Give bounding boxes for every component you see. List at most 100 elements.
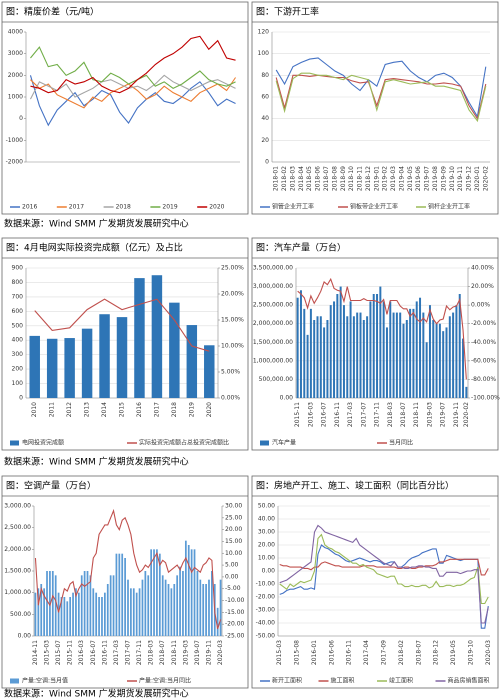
bar — [132, 588, 135, 636]
bar — [208, 579, 210, 636]
y-tick-label: 40 — [261, 115, 269, 122]
x-tick-label: 2016-11 — [334, 402, 341, 427]
y-tick-label: 4000 — [8, 29, 23, 36]
y-tick-label: 400 — [12, 337, 24, 344]
y-tick-label: 0.00% — [221, 395, 240, 402]
y-tick-label: 1,500.00 — [4, 568, 31, 575]
legend-label: 2019 — [162, 204, 177, 211]
bar — [116, 317, 128, 398]
x-tick-label: 2019-02 — [382, 166, 389, 191]
bar — [392, 312, 395, 398]
y-tick-label: 50.00 — [258, 503, 275, 510]
bar — [333, 301, 336, 398]
bar — [164, 579, 167, 636]
bar — [64, 338, 75, 398]
bar — [372, 294, 375, 398]
x-tick-label: 2019-10 — [467, 640, 474, 665]
y-tick-label: 30.00 — [225, 503, 242, 510]
legend-label: 产量:空调:当月值 — [22, 677, 68, 685]
y-tick-label: 100 — [12, 380, 24, 387]
x-tick-label: 2018-01 — [273, 166, 280, 191]
y-tick-label: 1,000,000.00 — [253, 357, 293, 364]
y-tick-label: 0.00 — [262, 568, 276, 575]
bar — [382, 301, 385, 398]
bar — [179, 566, 181, 636]
x-tick-label: 2019-07 — [194, 640, 201, 665]
x-tick-label: 2015-08 — [294, 640, 301, 665]
series-line — [279, 533, 489, 605]
bar — [313, 320, 316, 398]
legend-label: 2020 — [209, 204, 224, 211]
x-tick-label: 2019-07 — [440, 402, 447, 427]
x-tick-label: 2020-03 — [217, 640, 224, 665]
x-tick-label: 2020-02 — [482, 166, 489, 191]
legend-label: 汽车产量 — [272, 439, 296, 447]
bar — [385, 327, 388, 398]
x-tick-label: 2016 — [136, 402, 143, 417]
legend-label: 实际投资完成额占总投资完成额比 — [139, 439, 229, 447]
bar — [121, 553, 124, 636]
bar — [366, 316, 369, 398]
bar — [187, 545, 190, 636]
bar — [346, 316, 349, 398]
bar — [109, 575, 112, 636]
x-tick-label: 2018-07 — [323, 166, 330, 191]
x-tick-label: 2019-09 — [440, 166, 447, 191]
y-tick-label: 500,000.00 — [259, 376, 294, 383]
y-tick-label: -20.00 — [256, 594, 276, 601]
bar — [66, 601, 69, 636]
y-tick-label: -100.00% — [471, 395, 500, 402]
bar — [150, 549, 153, 636]
bar — [99, 314, 110, 398]
legend-label: 施工面积 — [331, 677, 355, 685]
bar — [409, 308, 412, 398]
bar — [170, 588, 173, 636]
y-tick-label: 3000 — [8, 50, 23, 57]
x-tick-label: 2018-11 — [357, 166, 364, 191]
bar — [205, 584, 207, 636]
x-tick-label: 2019-12 — [466, 166, 473, 191]
y-tick-label: 3,000.00 — [4, 503, 31, 510]
x-tick-label: 2017-07 — [125, 640, 132, 665]
bar — [435, 323, 438, 398]
y-tick-label: -15.00 — [225, 609, 245, 616]
y-tick-label: 2,500.00 — [4, 524, 31, 531]
legend-label: 铜杆企业开工率 — [428, 203, 470, 211]
bar — [412, 308, 415, 398]
y-tick-label: 600 — [12, 308, 24, 315]
x-tick-label: 2016-03 — [78, 640, 85, 665]
x-tick-label: 2016-11 — [346, 640, 353, 665]
y-tick-label: -25.00 — [225, 633, 245, 640]
bar — [422, 312, 425, 398]
x-tick-label: 2013 — [84, 402, 91, 417]
x-tick-label: 2019-11 — [205, 640, 212, 665]
bar — [169, 302, 180, 398]
bar — [186, 325, 198, 398]
y-tick-label: -5.00 — [225, 585, 241, 592]
x-tick-label: 2018-07 — [159, 640, 166, 665]
y-tick-label: -20.00 — [225, 621, 245, 628]
x-tick-label: 2018-03 — [387, 402, 394, 427]
bar — [369, 301, 372, 398]
bar — [112, 575, 115, 636]
bar — [462, 338, 465, 398]
bar — [135, 592, 138, 636]
y-tick-label: 80 — [261, 72, 269, 79]
panel-frame — [1, 1, 249, 215]
bar — [75, 588, 77, 636]
y-tick-label: -10.00 — [225, 597, 245, 604]
bar — [103, 592, 106, 636]
y-tick-label: 800 — [12, 279, 24, 286]
bar — [173, 584, 176, 636]
bar — [452, 312, 455, 398]
y-tick-label: 0 — [265, 159, 269, 166]
x-tick-label: 2019-05 — [407, 166, 414, 191]
y-tick-label: 20.00 — [225, 526, 242, 533]
y-tick-label: 500.00 — [10, 611, 31, 618]
bar — [202, 584, 205, 636]
source-note: 数据来源：Wind SMM 广发期货发展研究中心 — [4, 456, 189, 468]
series-line — [34, 298, 210, 352]
panel-frame — [251, 237, 499, 451]
bar — [402, 323, 405, 398]
y-tick-label: 0.00 — [225, 573, 239, 580]
